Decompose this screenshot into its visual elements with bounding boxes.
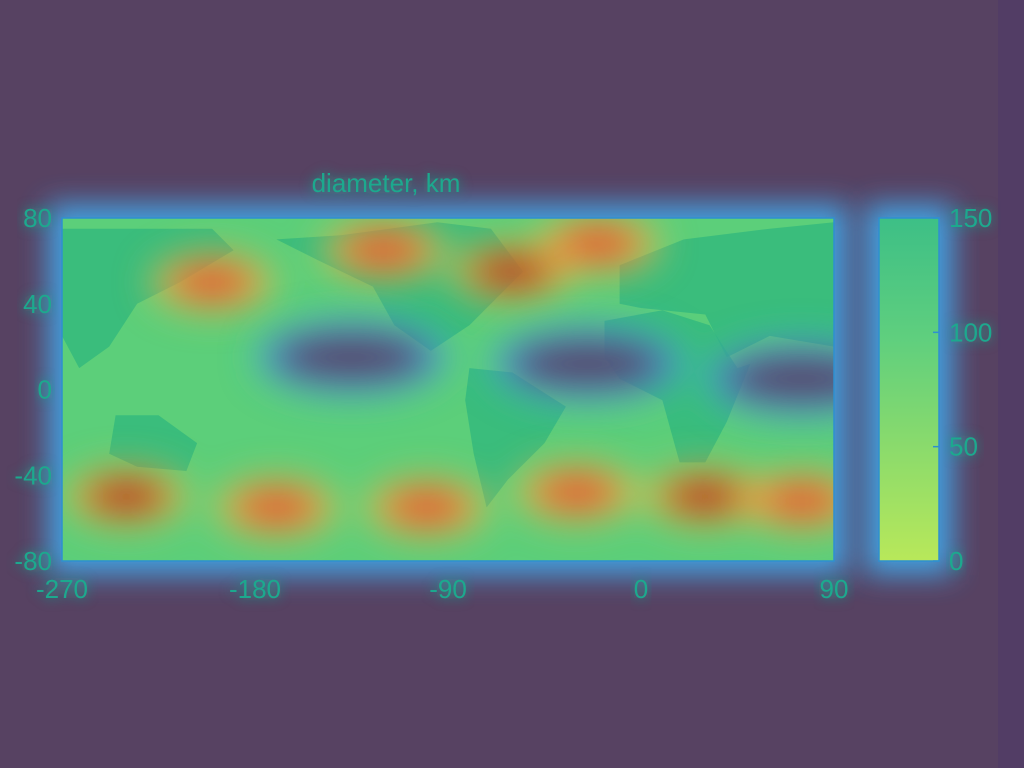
colorbar-tick-label: 0 [949,546,963,576]
cold-region-0 [271,331,432,384]
hotspot-0 [168,262,257,303]
cold-region-2 [721,352,834,405]
y-tick-label: 40 [23,289,52,319]
x-tick-label: -270 [36,574,88,604]
colorbar-tick-label: 50 [949,432,978,462]
chart-title: diameter, km [312,168,461,198]
cold-regions [256,319,834,417]
continent-australia [109,415,198,471]
colorbar-tick-label: 150 [949,203,992,233]
x-tick-label: -180 [229,574,281,604]
hotspot-7 [532,472,621,513]
hotspot-8 [661,476,750,517]
hotspot-5 [232,487,321,528]
x-tick-label: 0 [634,574,648,604]
y-tick-label: 80 [23,203,52,233]
y-axis-ticks: 80 40 0 -40 -80 [14,203,52,576]
x-tick-label: 90 [820,574,849,604]
hotspot-2 [468,251,557,292]
hotspot-9 [757,480,834,521]
plot-frame [61,217,835,562]
continent-americas-south [465,368,566,508]
x-axis-ticks: -270 -180 -90 0 90 [36,574,848,604]
cold-region-1 [507,337,668,390]
hotspot-4 [82,476,171,517]
heat-hotspots [64,218,834,538]
colorbar [878,217,940,562]
y-tick-label: -80 [14,546,52,576]
continents [62,222,834,508]
colorbar-tick-label: 100 [949,317,992,347]
hotspot-1 [339,230,428,271]
continent-eurasia [619,222,834,358]
x-tick-label: -90 [429,574,467,604]
heatmap-plot [62,218,834,561]
hotspot-3 [554,223,643,264]
edge-strip [998,0,1024,768]
colorbar-ticks: 150 100 50 0 [933,203,992,576]
y-tick-label: 0 [38,375,52,405]
hotspot-6 [382,487,471,528]
y-tick-label: -40 [14,460,52,490]
